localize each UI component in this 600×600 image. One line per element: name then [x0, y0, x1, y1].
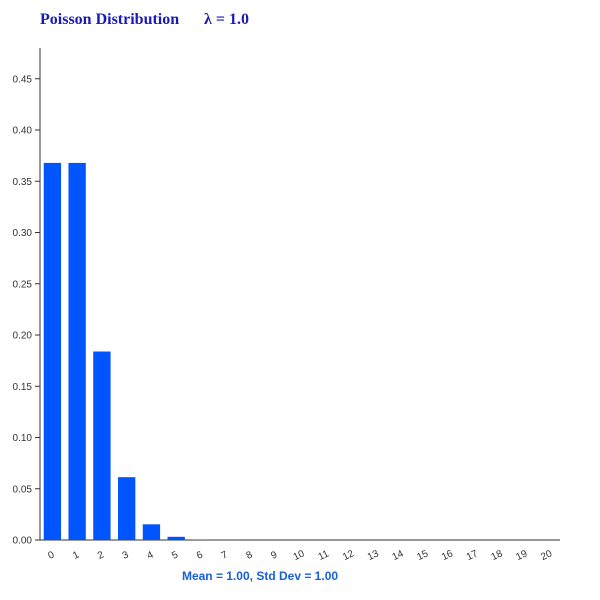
- x-tick-label: 7: [220, 549, 230, 562]
- x-tick-label: 19: [514, 548, 529, 563]
- bar: [93, 351, 111, 540]
- x-tick-label: 2: [96, 549, 106, 562]
- bar: [68, 162, 86, 540]
- bar: [43, 162, 62, 540]
- x-tick-label: 4: [146, 549, 156, 562]
- x-tick-label: 20: [539, 548, 554, 563]
- x-tick-label: 6: [195, 549, 205, 562]
- y-tick-label: 0.45: [13, 74, 33, 85]
- x-tick-label: 0: [46, 549, 56, 562]
- chart-title: Poisson Distribution: [40, 11, 179, 28]
- bar: [142, 524, 161, 540]
- x-tick-label: 3: [121, 549, 131, 562]
- x-tick-label: 1: [71, 549, 81, 562]
- y-tick-label: 0.20: [13, 331, 33, 342]
- bar: [118, 477, 136, 540]
- x-tick-label: 18: [490, 548, 505, 563]
- y-tick-label: 0.35: [13, 177, 33, 188]
- bar: [167, 536, 185, 540]
- y-tick-label: 0.10: [13, 433, 33, 444]
- y-tick-label: 0.00: [13, 536, 33, 547]
- y-tick-label: 0.30: [13, 228, 33, 239]
- y-tick-label: 0.40: [13, 126, 33, 137]
- x-tick-label: 17: [465, 548, 480, 563]
- annotation: Mean = 1.00, Std Dev = 1.00: [182, 569, 338, 583]
- y-tick-label: 0.15: [13, 382, 33, 393]
- chart-subtitle: λ = 1.0: [204, 11, 249, 28]
- x-tick-label: 8: [245, 549, 255, 562]
- x-tick-label: 14: [391, 548, 406, 563]
- bar: [192, 539, 210, 540]
- y-tick-label: 0.05: [13, 484, 33, 495]
- x-tick-label: 5: [170, 549, 180, 562]
- y-tick-label: 0.25: [13, 279, 33, 290]
- x-tick-label: 15: [415, 548, 430, 563]
- x-tick-label: 16: [440, 548, 455, 563]
- x-tick-label: 10: [292, 548, 307, 563]
- x-tick-label: 12: [341, 548, 356, 563]
- x-tick-label: 13: [366, 548, 381, 563]
- x-tick-label: 11: [317, 548, 331, 563]
- x-tick-label: 9: [269, 549, 279, 562]
